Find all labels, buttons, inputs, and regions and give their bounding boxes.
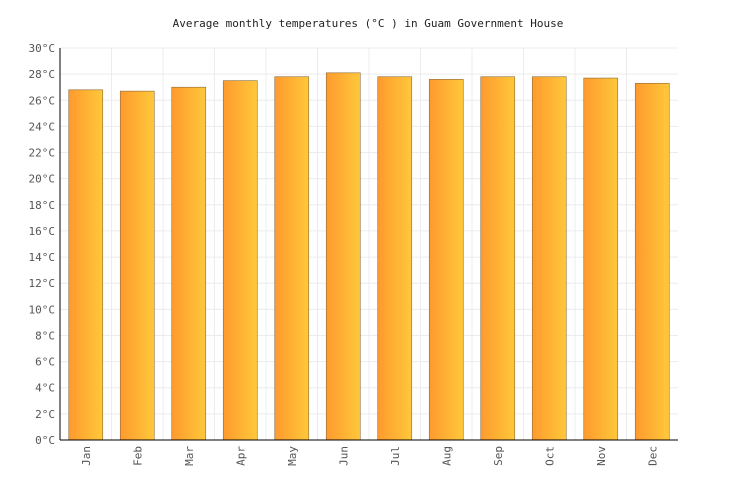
x-tick-label: Apr [234,446,247,466]
x-tick-label: Oct [543,446,556,466]
x-tick-label: Jul [389,446,402,466]
y-tick-label: 30°C [29,42,56,55]
bars [68,72,670,441]
x-tick-label: Dec [646,446,659,466]
bar-oct [531,76,567,441]
bar-apr [222,80,258,441]
y-tick-label: 6°C [35,356,55,369]
bar-aug [428,79,464,441]
bar-may [274,76,310,441]
x-tick-label: May [286,446,299,466]
x-axis-tick-labels: Jan Feb Mar Apr May Jun Jul Aug Sep Oct Nov Dec [80,446,660,466]
x-tick-label: Aug [440,446,453,466]
x-tick-label: Jun [337,446,350,466]
bar-mar [171,86,207,441]
x-tick-label: Mar [183,446,196,466]
x-tick-label: Feb [131,446,144,466]
y-tick-label: 12°C [29,277,56,290]
y-tick-label: 18°C [29,199,56,212]
bar-sep [480,76,516,441]
y-tick-label: 24°C [29,120,56,133]
bar-nov [583,77,619,441]
x-tick-label: Jan [80,446,93,466]
bar-feb [119,90,155,441]
y-tick-label: 22°C [29,147,56,160]
y-tick-label: 16°C [29,225,56,238]
y-tick-label: 10°C [29,303,56,316]
y-axis-tick-labels: 0°C 2°C 4°C 6°C 8°C 10°C 12°C 14°C 16°C 18°C 20°C 2… [29,42,56,447]
y-tick-label: 20°C [29,173,56,186]
x-tick-label: Nov [595,446,608,466]
bar-jan [68,89,104,441]
y-tick-label: 2°C [35,408,55,421]
bar-dec [634,82,670,441]
y-tick-label: 28°C [29,68,56,81]
y-tick-label: 4°C [35,382,55,395]
bar-jun [325,72,361,441]
grid-lines [59,47,678,441]
chart-title: Average monthly temperatures (°C ) in Gu… [173,17,564,30]
y-tick-label: 26°C [29,94,56,107]
y-tick-label: 14°C [29,251,56,264]
y-tick-label: 0°C [35,434,55,447]
x-tick-label: Sep [492,446,505,466]
bar-jul [377,76,413,441]
y-tick-label: 8°C [35,329,55,342]
